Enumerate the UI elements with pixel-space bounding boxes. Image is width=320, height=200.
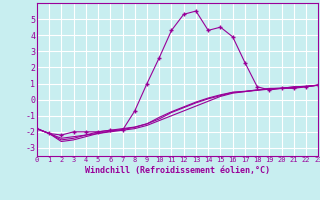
X-axis label: Windchill (Refroidissement éolien,°C): Windchill (Refroidissement éolien,°C)	[85, 166, 270, 175]
